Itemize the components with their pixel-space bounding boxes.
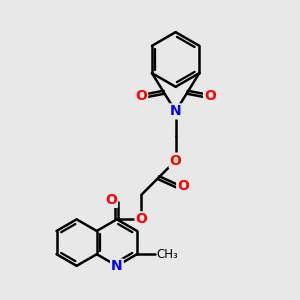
Text: O: O — [204, 89, 216, 103]
Text: O: O — [135, 89, 147, 103]
Text: O: O — [170, 154, 182, 168]
Text: CH₃: CH₃ — [156, 248, 178, 261]
Text: O: O — [136, 212, 147, 226]
Text: N: N — [111, 260, 123, 274]
Text: N: N — [170, 104, 182, 118]
Text: O: O — [105, 193, 117, 207]
Text: O: O — [177, 179, 189, 193]
